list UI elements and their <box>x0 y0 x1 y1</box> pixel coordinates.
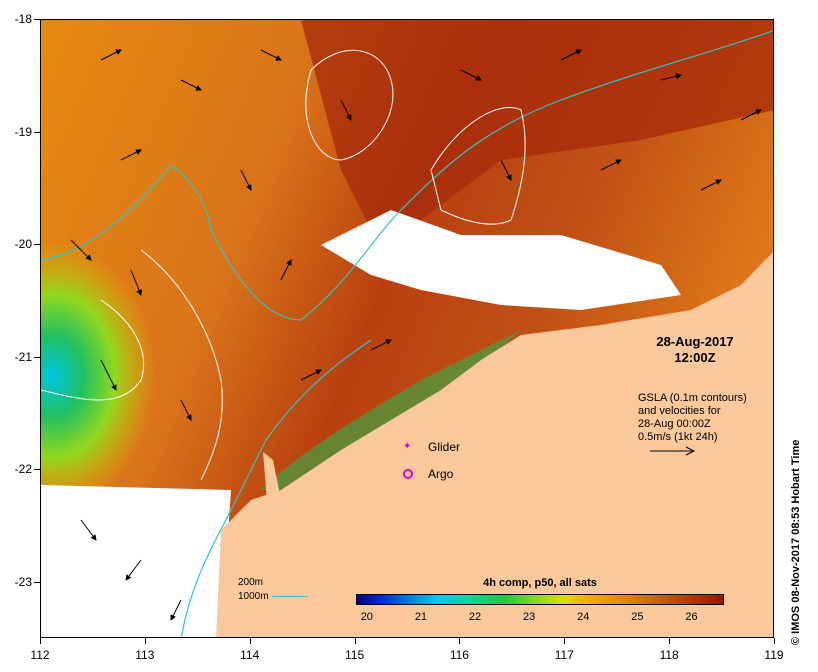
velocity-arrow <box>70 239 92 261</box>
x-tick-label: 117 <box>554 648 574 662</box>
credit-text: © IMOS 08-Nov-2017 08:53 Hobart Time <box>790 439 802 645</box>
colorbar-tick-label: 25 <box>631 611 644 623</box>
velocity-arrow <box>370 339 392 351</box>
velocity-arrow <box>80 519 97 541</box>
x-tick-label: 113 <box>135 648 155 662</box>
sst-map-canvas <box>41 20 773 637</box>
y-tick-label: -21 <box>14 349 32 364</box>
y-tick-label: -18 <box>14 12 32 26</box>
x-tick-mark <box>459 638 461 644</box>
gsla-line: 28-Aug 00:00Z <box>638 418 711 430</box>
x-tick-label: 112 <box>30 648 50 662</box>
y-tick-label: -19 <box>14 124 32 139</box>
contour-key-1000m: 1000m <box>238 591 269 602</box>
y-tick-label: -22 <box>14 462 32 477</box>
velocity-arrow <box>740 109 762 121</box>
y-tick-label: -23 <box>14 574 32 589</box>
colorbar-title: 4h comp, p50, all sats <box>483 577 597 589</box>
contour-1000m <box>41 30 773 321</box>
colorbar-tick-label: 26 <box>685 611 698 623</box>
no-data-area <box>321 210 681 310</box>
y-tick-mark <box>34 356 40 358</box>
velocity-arrow <box>170 599 182 621</box>
date-text: 28-Aug-2017 <box>656 334 734 349</box>
y-tick-mark <box>34 19 40 20</box>
gsla-line: 0.5m/s (1kt 24h) <box>638 431 718 443</box>
sst-colorbar <box>356 594 724 605</box>
x-tick-mark <box>249 638 251 644</box>
colorbar-tick-label: 20 <box>360 611 373 623</box>
cool-coastal <box>261 330 521 490</box>
x-tick-mark <box>564 638 566 644</box>
time-text: 12:00Z <box>674 350 716 365</box>
glider-marker-icon: ✦ <box>403 441 412 452</box>
sst-map <box>40 19 774 638</box>
argo-marker-icon <box>403 469 413 479</box>
gsla-contour-3 <box>140 249 223 481</box>
x-tick-label: 119 <box>764 648 784 662</box>
x-tick-label: 115 <box>344 648 365 662</box>
gsla-line: and velocities for <box>638 405 721 417</box>
velocity-arrow <box>180 79 202 91</box>
y-tick-label: -20 <box>14 237 32 252</box>
y-tick-mark <box>34 581 40 583</box>
colorbar-tick-label: 23 <box>523 611 536 623</box>
velocity-arrow <box>125 559 142 581</box>
land-mass <box>216 252 773 637</box>
legend-argo-label: Argo <box>428 467 454 481</box>
velocity-arrow <box>280 259 292 281</box>
x-tick-mark <box>144 638 146 644</box>
velocity-arrow <box>180 399 192 421</box>
no-data-southwest <box>41 485 231 637</box>
y-tick-mark <box>34 131 40 133</box>
velocity-arrow <box>240 169 252 191</box>
velocity-arrow <box>300 369 322 381</box>
date-time-label: 28-Aug-2017 12:00Z <box>640 334 750 366</box>
contour-key: 200m 1000m <box>238 576 308 604</box>
x-tick-label: 118 <box>659 648 679 662</box>
contour-key-200m: 200m <box>238 577 264 588</box>
contour-200m <box>180 339 372 637</box>
x-tick-mark <box>774 638 775 644</box>
contour-line-swatch <box>271 595 308 597</box>
gsla-contour-2 <box>430 107 526 225</box>
velocity-arrow <box>500 159 512 181</box>
gsla-contour-1 <box>305 49 394 161</box>
gsla-description: GSLA (0.1m contours) and velocities for … <box>638 392 747 456</box>
velocity-arrow <box>660 73 682 81</box>
velocity-arrow <box>460 69 482 81</box>
velocity-arrow <box>260 49 282 61</box>
y-tick-mark <box>34 469 40 471</box>
peninsula <box>263 452 287 525</box>
velocity-arrow <box>130 269 142 296</box>
x-tick-label: 116 <box>449 648 469 662</box>
reference-arrow-icon <box>650 446 696 456</box>
velocity-arrow <box>120 149 142 161</box>
velocity-arrow <box>100 359 117 391</box>
x-tick-mark <box>354 638 356 644</box>
x-tick-label: 114 <box>240 648 260 662</box>
velocity-arrows <box>70 49 762 621</box>
cool-patch <box>41 190 271 490</box>
gsla-line: GSLA (0.1m contours) <box>638 392 747 404</box>
colorbar-tick-label: 21 <box>414 611 428 623</box>
y-tick-mark <box>34 244 40 246</box>
colorbar-tick-label: 22 <box>468 611 482 623</box>
colorbar-tick-label: 24 <box>577 611 590 623</box>
legend-glider-label: Glider <box>428 440 461 454</box>
velocity-arrow <box>340 99 352 121</box>
velocity-arrow <box>560 49 582 61</box>
velocity-arrow <box>700 179 722 191</box>
x-tick-mark <box>669 638 671 644</box>
x-tick-mark <box>40 638 41 644</box>
gsla-contour-4 <box>41 299 145 401</box>
velocity-arrow <box>100 49 122 61</box>
velocity-arrow <box>600 159 622 171</box>
